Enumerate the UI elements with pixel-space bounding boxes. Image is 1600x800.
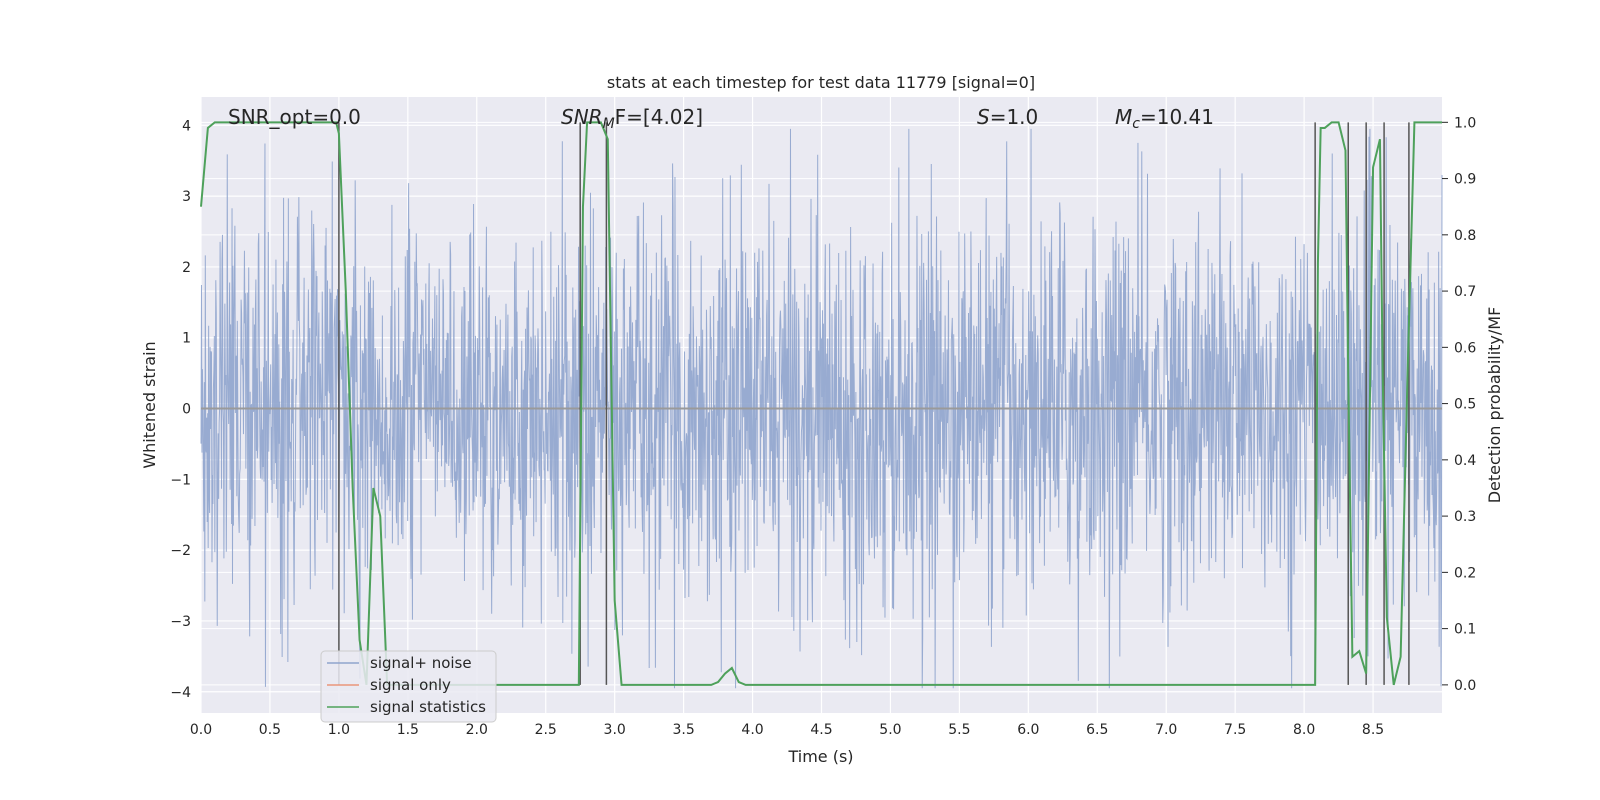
y2-axis-ticks: 0.0 0.1 0.2 0.3 0.4 0.5 0.6 0.7 0.8 0.9 1.0 bbox=[1442, 115, 1476, 694]
signal-statistics-series bbox=[200, 121, 1442, 686]
legend-label-signal-only: signal only bbox=[370, 676, 451, 694]
x-tick-label-15: 7.5 bbox=[1224, 722, 1246, 738]
legend-box bbox=[320, 650, 497, 723]
y2-tick-label-2: 0.2 bbox=[1454, 565, 1476, 581]
x-tick-label-14: 7.0 bbox=[1155, 722, 1177, 738]
y-tick-label-1: −3 bbox=[170, 614, 191, 630]
annotation-s-italic: S bbox=[977, 105, 990, 129]
x-tick-label-6: 3.0 bbox=[604, 722, 626, 738]
y-tick-label-6: 2 bbox=[182, 260, 191, 276]
y-tick-label-5: 1 bbox=[182, 331, 191, 347]
x-axis-ticks: 0.0 0.5 1.0 1.5 2.0 2.5 3.0 3.5 4.0 4.5 5.0 5.5 6.0 6… bbox=[190, 722, 1384, 738]
x-tick-label-17: 8.5 bbox=[1362, 722, 1384, 738]
annotation-snr-mf-sub: M bbox=[603, 116, 615, 132]
annotation-snr-opt: SNR_opt=0.0 bbox=[228, 105, 361, 129]
signal-statistics-line bbox=[200, 121, 1442, 686]
y2-tick-label-4: 0.4 bbox=[1454, 453, 1476, 469]
x-tick-label-16: 8.0 bbox=[1293, 722, 1315, 738]
x-tick-label-9: 4.5 bbox=[810, 722, 832, 738]
y-axis-ticks: −4 −3 −2 −1 0 1 2 3 4 bbox=[170, 118, 191, 700]
legend-label-signal-statistics: signal statistics bbox=[370, 698, 486, 716]
annotation-snr-mf-rest: F=[4.02] bbox=[615, 105, 703, 129]
x-tick-label-7: 3.5 bbox=[672, 722, 694, 738]
y-tick-label-7: 3 bbox=[182, 189, 191, 205]
annotation-mc-sub: c bbox=[1132, 116, 1140, 132]
y2-tick-label-6: 0.6 bbox=[1454, 340, 1476, 356]
chart-title: stats at each timestep for test data 117… bbox=[607, 73, 1035, 92]
y2-tick-label-7: 0.7 bbox=[1454, 284, 1476, 300]
y-tick-label-0: −4 bbox=[170, 685, 191, 701]
annotation-mc-main: M bbox=[1115, 105, 1132, 129]
x-tick-label-1: 0.5 bbox=[259, 722, 281, 738]
annotation-mc-rest: =10.41 bbox=[1140, 105, 1214, 129]
y-axis-label: Whitened strain bbox=[140, 341, 159, 468]
x-tick-label-13: 6.5 bbox=[1086, 722, 1108, 738]
x-tick-label-10: 5.0 bbox=[879, 722, 901, 738]
signal-noise-series bbox=[200, 128, 1443, 689]
x-tick-label-0: 0.0 bbox=[190, 722, 212, 738]
x-tick-label-2: 1.0 bbox=[328, 722, 350, 738]
annotation-s: S=1.0 bbox=[977, 105, 1038, 129]
x-tick-label-4: 2.0 bbox=[466, 722, 488, 738]
annotation-s-rest: =1.0 bbox=[990, 105, 1039, 129]
annotation-mc: Mc=10.41 bbox=[1115, 105, 1214, 132]
x-axis-label: Time (s) bbox=[787, 747, 853, 766]
x-tick-label-12: 6.0 bbox=[1017, 722, 1039, 738]
y2-tick-label-5: 0.5 bbox=[1454, 397, 1476, 413]
annotation-snr-mf: SNRMF=[4.02] bbox=[561, 105, 703, 132]
x-tick-label-8: 4.0 bbox=[741, 722, 763, 738]
legend-label-signal-noise: signal+ noise bbox=[370, 654, 472, 672]
y-tick-label-4: 0 bbox=[182, 402, 191, 418]
x-tick-label-5: 2.5 bbox=[535, 722, 557, 738]
legend: signal+ noise signal only signal statist… bbox=[320, 650, 497, 723]
signal-noise-line bbox=[200, 128, 1443, 689]
y2-tick-label-10: 1.0 bbox=[1454, 115, 1476, 131]
y2-tick-label-0: 0.0 bbox=[1454, 678, 1476, 694]
annotation-snr-mf-main: SNR bbox=[561, 105, 603, 129]
y2-axis-label: Detection probability/MF bbox=[1485, 307, 1504, 504]
y2-tick-label-9: 0.9 bbox=[1454, 172, 1476, 188]
y-tick-label-2: −2 bbox=[170, 543, 191, 559]
y-tick-label-3: −1 bbox=[170, 472, 191, 488]
y2-tick-label-3: 0.3 bbox=[1454, 509, 1476, 525]
x-tick-label-3: 1.5 bbox=[397, 722, 419, 738]
x-tick-label-11: 5.5 bbox=[948, 722, 970, 738]
y2-tick-label-1: 0.1 bbox=[1454, 622, 1476, 638]
y2-tick-label-8: 0.8 bbox=[1454, 228, 1476, 244]
y-tick-label-8: 4 bbox=[182, 118, 191, 134]
